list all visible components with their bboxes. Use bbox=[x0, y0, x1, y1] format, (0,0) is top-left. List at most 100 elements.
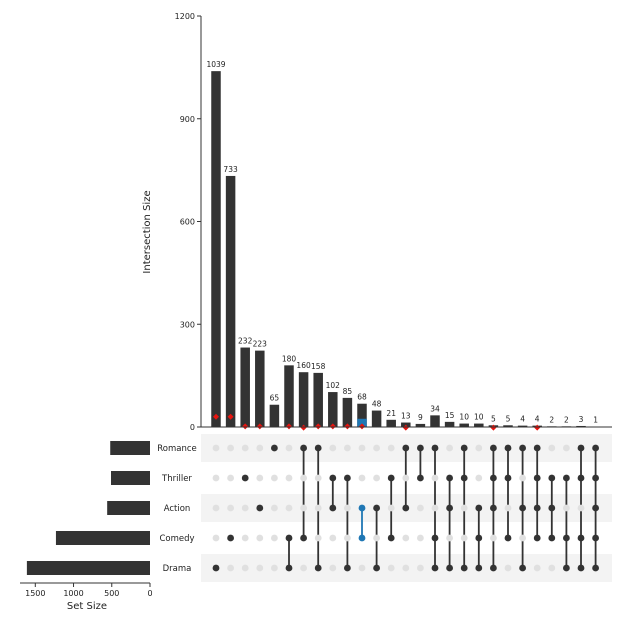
bar-value-label: 1039 bbox=[206, 60, 225, 69]
matrix-dot-active bbox=[475, 504, 483, 512]
matrix-dot-active bbox=[563, 534, 570, 542]
matrix-dot-active bbox=[402, 504, 410, 512]
intersection-bar bbox=[255, 350, 265, 427]
matrix-dot-inactive bbox=[227, 444, 235, 452]
matrix-dot-active bbox=[446, 504, 453, 512]
intersection-bar bbox=[240, 347, 250, 427]
matrix-dot-active bbox=[329, 504, 337, 512]
matrix-dot-active bbox=[271, 444, 278, 452]
matrix-dot-inactive bbox=[387, 504, 395, 512]
matrix-dot-inactive bbox=[548, 444, 556, 452]
matrix-dot-inactive bbox=[271, 564, 278, 572]
intersection-bar bbox=[357, 403, 367, 427]
bar-value-label: 85 bbox=[343, 387, 353, 396]
matrix-dot-inactive bbox=[373, 444, 380, 452]
matrix-dot-inactive bbox=[344, 444, 351, 452]
matrix-dot-inactive bbox=[271, 534, 278, 542]
set-size-bar bbox=[110, 441, 150, 455]
matrix-dot-active bbox=[431, 444, 439, 452]
intersection-bar bbox=[444, 421, 455, 427]
bar-value-label: 34 bbox=[430, 404, 440, 413]
matrix-dot-inactive bbox=[241, 444, 249, 452]
bar-value-label: 10 bbox=[474, 413, 484, 422]
matrix-dot-active bbox=[577, 474, 585, 482]
intersection-bar bbox=[313, 372, 323, 427]
matrix-dot-active bbox=[358, 504, 366, 512]
red-marker bbox=[344, 423, 351, 430]
red-marker bbox=[329, 423, 336, 430]
matrix-dot-active bbox=[533, 504, 541, 512]
bar-value-label: 223 bbox=[253, 340, 268, 349]
matrix-dot-inactive bbox=[402, 564, 410, 572]
set-size-bar bbox=[26, 561, 150, 575]
matrix-dot-active bbox=[314, 564, 322, 572]
set-size-tick-label: 0 bbox=[147, 589, 152, 598]
matrix-dot-active bbox=[475, 534, 483, 542]
matrix-dot-inactive bbox=[329, 444, 337, 452]
bar-value-label: 160 bbox=[296, 361, 311, 370]
bar-value-label: 48 bbox=[372, 400, 382, 409]
matrix-dot-active bbox=[475, 564, 483, 572]
y-tick-label: 0 bbox=[190, 423, 195, 432]
y-tick-label: 1200 bbox=[175, 12, 195, 21]
set-size-tick-label: 500 bbox=[104, 589, 119, 598]
matrix-dot-active bbox=[548, 504, 556, 512]
intersection-bar bbox=[225, 175, 236, 427]
matrix-dot-active bbox=[533, 474, 541, 482]
matrix-dot-active bbox=[460, 564, 468, 572]
matrix-dot-inactive bbox=[533, 564, 541, 572]
matrix-dot-inactive bbox=[256, 474, 264, 482]
matrix-dot-inactive bbox=[314, 474, 322, 482]
matrix-dot-active bbox=[285, 534, 293, 542]
matrix-dot-inactive bbox=[431, 504, 439, 512]
intersection-bar bbox=[371, 410, 382, 427]
matrix-dot-inactive bbox=[329, 534, 337, 542]
bar-value-label: 2 bbox=[549, 415, 554, 424]
intersection-bar bbox=[474, 423, 484, 427]
matrix-dot-active bbox=[460, 474, 468, 482]
matrix-dot-active bbox=[592, 474, 599, 482]
set-label: Comedy bbox=[159, 534, 194, 544]
set-size-tick-label: 1500 bbox=[25, 589, 45, 598]
intersection-bar bbox=[576, 425, 586, 427]
matrix-dot-active bbox=[446, 474, 453, 482]
matrix-dot-active bbox=[329, 474, 337, 482]
intersection-bar bbox=[211, 71, 221, 427]
matrix-dot-inactive bbox=[314, 504, 322, 512]
matrix-dot-active bbox=[577, 564, 585, 572]
intersection-bar bbox=[386, 419, 396, 427]
matrix-dot-inactive bbox=[417, 564, 424, 572]
intersection-bar bbox=[342, 397, 353, 427]
bar-value-label: 21 bbox=[386, 409, 396, 418]
matrix-dot-active bbox=[256, 504, 264, 512]
matrix-dot-active bbox=[241, 474, 249, 482]
intersection-matrix bbox=[212, 444, 599, 572]
intersection-bar bbox=[298, 372, 309, 427]
matrix-dot-inactive bbox=[358, 444, 366, 452]
matrix-dot-inactive bbox=[212, 504, 220, 512]
matrix-dot-inactive bbox=[402, 534, 410, 542]
matrix-dot-active bbox=[344, 564, 351, 572]
set-size-ticks: 1500 1000 500 0 bbox=[25, 583, 153, 598]
bar-value-label: 102 bbox=[326, 381, 341, 390]
matrix-dot-inactive bbox=[460, 504, 468, 512]
matrix-dot-active bbox=[417, 444, 424, 452]
matrix-dot-inactive bbox=[285, 444, 293, 452]
matrix-dot-inactive bbox=[227, 504, 235, 512]
bar-value-label: 4 bbox=[535, 415, 540, 424]
matrix-dot-active bbox=[548, 534, 556, 542]
matrix-dot-inactive bbox=[241, 564, 249, 572]
bar-value-label: 4 bbox=[520, 415, 525, 424]
matrix-dot-inactive bbox=[344, 504, 351, 512]
set-labels: Romance Thriller Action Comedy Drama bbox=[157, 444, 197, 574]
matrix-dot-active bbox=[592, 534, 599, 542]
matrix-dot-inactive bbox=[475, 474, 483, 482]
matrix-dot-active bbox=[285, 564, 293, 572]
matrix-dot-inactive bbox=[373, 474, 380, 482]
matrix-dot-inactive bbox=[446, 444, 453, 452]
matrix-dot-active bbox=[314, 444, 322, 452]
bar-value-label: 65 bbox=[270, 394, 280, 403]
matrix-dot-inactive bbox=[519, 474, 526, 482]
